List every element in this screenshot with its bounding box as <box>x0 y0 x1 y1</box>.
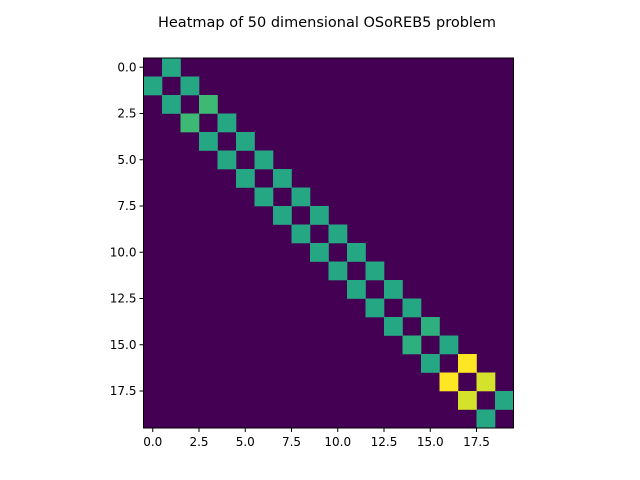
heatmap-cell <box>458 354 477 373</box>
heatmap-cell <box>291 187 311 207</box>
x-tick-label: 12.5 <box>371 435 398 449</box>
heatmap-cell <box>236 169 255 188</box>
heatmap-cell <box>347 280 366 299</box>
x-tick-label: 5.0 <box>236 435 255 449</box>
y-tick-label: 7.5 <box>117 199 136 213</box>
heatmap-cell <box>273 206 292 225</box>
y-tick-label: 10.0 <box>110 245 137 259</box>
x-tick-label: 7.5 <box>282 435 301 449</box>
heatmap-cell <box>439 335 459 355</box>
heatmap-cell <box>476 409 496 429</box>
heatmap-cell <box>421 354 440 373</box>
y-tick-label: 0.0 <box>117 60 136 74</box>
heatmap-cell <box>217 150 237 170</box>
heatmap-cell <box>162 95 181 114</box>
heatmap-cell <box>180 113 200 133</box>
heatmap-cell <box>143 76 163 96</box>
y-tick-label: 2.5 <box>117 107 136 121</box>
y-tick-label: 15.0 <box>110 338 137 352</box>
heatmap-cell <box>365 298 385 318</box>
plot-frame <box>143 57 514 429</box>
heatmap-cell <box>384 317 403 336</box>
heatmap-cell <box>273 169 292 188</box>
heatmap-cell <box>495 391 514 410</box>
heatmap-cell <box>199 95 218 114</box>
heatmap-cell <box>310 206 329 225</box>
heatmap-cell <box>458 391 477 410</box>
x-tick-label: 17.5 <box>463 435 490 449</box>
y-tick-label: 17.5 <box>110 384 137 398</box>
heatmap-cell <box>328 224 348 244</box>
heatmap-cell <box>439 372 459 392</box>
heatmap-cell <box>402 298 422 318</box>
heatmap-cell <box>254 187 274 207</box>
heatmap-cell <box>328 261 348 281</box>
x-tick-label: 2.5 <box>189 435 208 449</box>
chart-title: Heatmap of 50 dimensional OSoREB5 proble… <box>158 15 496 31</box>
heatmap-cell <box>162 58 181 77</box>
heatmap-cell <box>236 132 255 151</box>
heatmap-cell <box>347 243 366 262</box>
heatmap-cell <box>365 261 385 281</box>
y-axis: 0.0 2.5 5.0 7.5 10.0 12.5 15.0 17.5 <box>110 60 144 398</box>
heatmap-cell <box>384 280 403 299</box>
heatmap-cell <box>217 113 237 133</box>
heatmap-cell <box>421 317 440 336</box>
y-tick-label: 5.0 <box>117 153 136 167</box>
y-tick-label: 12.5 <box>110 292 137 306</box>
heatmap-cell <box>476 372 496 392</box>
x-tick-label: 15.0 <box>417 435 444 449</box>
heatmap-cell <box>254 150 274 170</box>
x-tick-label: 10.0 <box>324 435 351 449</box>
x-axis: 0.0 2.5 5.0 7.5 10.0 12.5 15.0 17.5 <box>143 428 490 449</box>
heatmap-cell <box>180 76 200 96</box>
heatmap-cell <box>291 224 311 244</box>
heatmap-cell <box>199 132 218 151</box>
heatmap-cells <box>143 58 514 429</box>
heatmap-cell <box>402 335 422 355</box>
x-tick-label: 0.0 <box>143 435 162 449</box>
heatmap-cell <box>310 243 329 262</box>
